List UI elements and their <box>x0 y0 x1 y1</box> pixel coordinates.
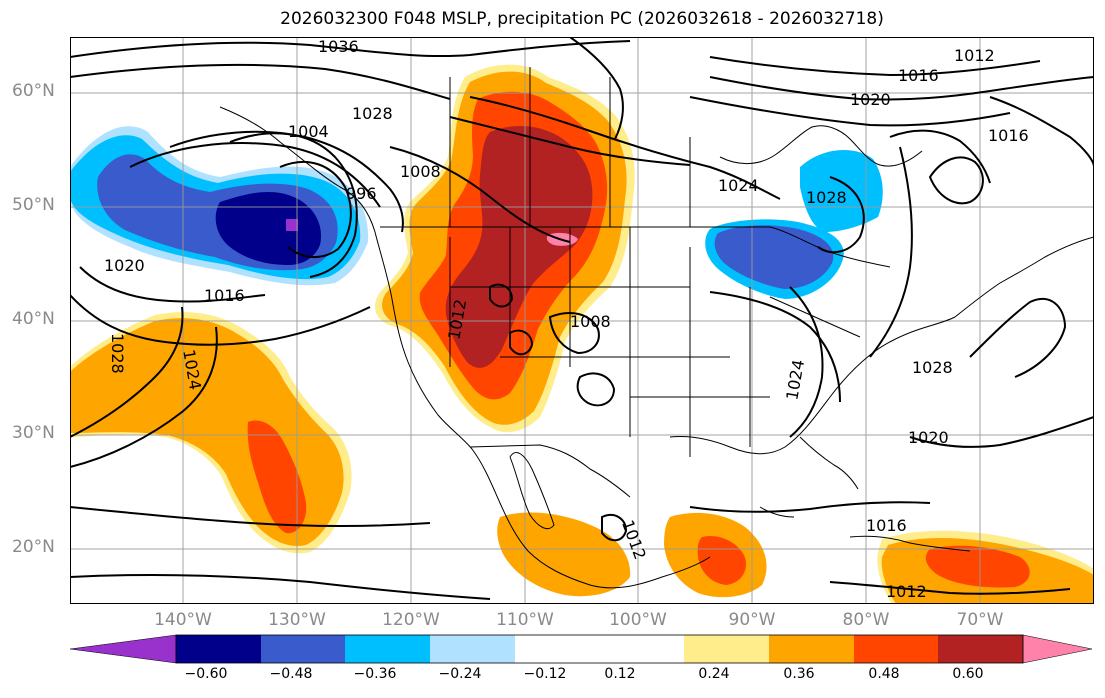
colorbar-tick-neg036: −0.36 <box>353 666 397 682</box>
isobar-label-1028-lakes: 1028 <box>806 188 847 207</box>
isobar-label-1016-west: 1016 <box>204 286 245 305</box>
colorbar-tick-neg012: −0.12 <box>523 666 567 682</box>
lon-label-140w: 140°W <box>154 610 212 630</box>
lon-label-110w: 110°W <box>496 610 554 630</box>
colorbar <box>70 634 1093 664</box>
lon-label-100w: 100°W <box>609 610 667 630</box>
caribbean-moderate-positive <box>925 545 1030 588</box>
colorbar-tick-048: 0.48 <box>868 666 900 682</box>
precip-shading <box>70 64 1094 604</box>
isobar-label-1024-south: 1024 <box>782 358 808 401</box>
isobar-label-1020-west: 1020 <box>104 256 145 275</box>
isobar-labels: 1036 1012 1016 1020 1028 1004 1016 1024 … <box>104 37 1029 601</box>
page-title: 2026032300 F048 MSLP, precipitation PC (… <box>280 9 884 29</box>
isobar-label-1028-bc: 1028 <box>352 104 393 123</box>
mexico-positive <box>497 512 631 597</box>
isobar-label-1004: 1004 <box>288 122 329 141</box>
colorbar-bin-9 <box>938 635 1023 663</box>
lon-label-70w: 70°W <box>956 610 1004 630</box>
colorbar-frame <box>175 634 1024 664</box>
colorbar-tick-012: 0.12 <box>604 666 636 682</box>
colorbar-extend-high <box>1022 634 1093 664</box>
coastlines <box>219 67 1094 589</box>
isobar-label-1008-plains: 1008 <box>570 312 611 331</box>
colorbar-tick-036: 0.36 <box>783 666 815 682</box>
pacific-strong-negative <box>215 191 322 265</box>
colorbar-tick-024: 0.24 <box>698 666 730 682</box>
lon-label-120w: 120°W <box>382 610 440 630</box>
gulf-moderate-positive <box>697 535 746 585</box>
west-strong-positive <box>445 125 593 368</box>
lat-label-50: 50°N <box>12 195 55 215</box>
isobar-label-996: 996 <box>346 184 377 203</box>
isobar-label-1008-coast: 1008 <box>400 162 441 181</box>
colorbar-bin-1 <box>176 635 261 663</box>
colorbar-tick-neg048: −0.48 <box>269 666 313 682</box>
colorbar-bin-2 <box>261 635 345 663</box>
colorbar-tick-060: 0.60 <box>952 666 984 682</box>
lat-label-60: 60°N <box>12 81 55 101</box>
colorbar-bin-3 <box>345 635 430 663</box>
colorbar-bin-8 <box>854 635 938 663</box>
isobars <box>70 37 1094 600</box>
lakes-negative <box>714 225 834 289</box>
lat-label-40: 40°N <box>12 309 55 329</box>
subtrop-moderate-positive <box>247 420 307 534</box>
isobar-label-1016-carib: 1016 <box>866 516 907 535</box>
map-panel: 1036 1012 1016 1020 1028 1004 1016 1024 … <box>70 37 1094 604</box>
isobar-label-1024-north: 1024 <box>718 176 759 195</box>
lon-label-90w: 90°W <box>728 610 776 630</box>
lon-label-80w: 80°W <box>842 610 890 630</box>
graticule <box>70 37 1094 604</box>
isobar-label-1036: 1036 <box>318 37 359 56</box>
lakes-moderate-negative <box>800 149 883 232</box>
lat-label-30: 30°N <box>12 423 55 443</box>
isobar-label-1020-ne: 1020 <box>850 90 891 109</box>
colorbar-bin-7 <box>769 635 854 663</box>
colorbar-tick-neg024: −0.24 <box>438 666 482 682</box>
isobar-label-1028-west: 1028 <box>108 333 127 374</box>
colorbar-bin-6 <box>684 635 769 663</box>
map-canvas: 1036 1012 1016 1020 1028 1004 1016 1024 … <box>70 37 1094 604</box>
isobar-label-1016-ne: 1016 <box>898 66 939 85</box>
isobar-label-1028-east: 1028 <box>912 358 953 377</box>
lat-label-20: 20°N <box>12 537 55 557</box>
colorbar-extend-low <box>70 634 177 664</box>
lon-label-130w: 130°W <box>268 610 326 630</box>
pacific-extreme-negative <box>286 219 298 231</box>
colorbar-bin-4 <box>430 635 515 663</box>
isobar-label-1020-south: 1020 <box>908 428 949 447</box>
isobar-label-1016-east: 1016 <box>988 126 1029 145</box>
isobar-label-1012-ne: 1012 <box>954 46 995 65</box>
colorbar-bin-5 <box>515 635 684 663</box>
colorbar-tick-neg060: −0.60 <box>184 666 228 682</box>
isobar-label-1012-carib: 1012 <box>886 582 927 601</box>
